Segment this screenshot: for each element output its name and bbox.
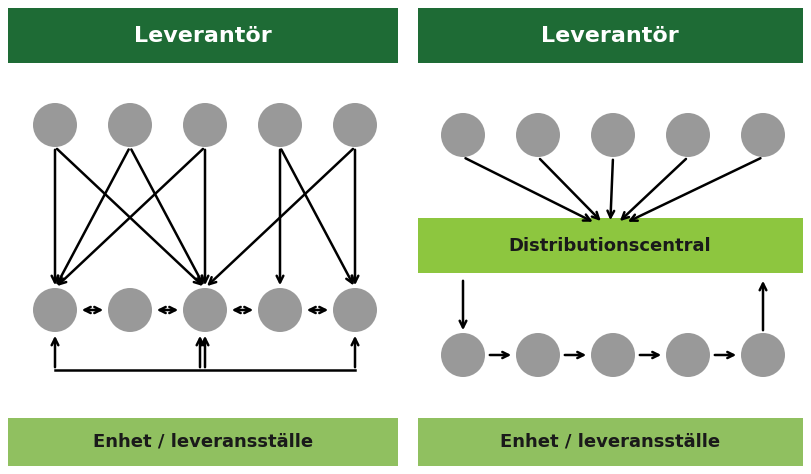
Ellipse shape	[516, 333, 560, 377]
Ellipse shape	[333, 288, 377, 332]
Ellipse shape	[666, 333, 710, 377]
FancyBboxPatch shape	[418, 418, 803, 466]
Text: Enhet / leveransställe: Enhet / leveransställe	[93, 433, 313, 451]
Ellipse shape	[333, 103, 377, 147]
Ellipse shape	[183, 288, 227, 332]
Ellipse shape	[741, 333, 785, 377]
Ellipse shape	[441, 113, 485, 157]
Text: Enhet / leveransställe: Enhet / leveransställe	[500, 433, 720, 451]
FancyBboxPatch shape	[418, 218, 803, 273]
Ellipse shape	[258, 288, 302, 332]
Ellipse shape	[591, 113, 635, 157]
Ellipse shape	[441, 333, 485, 377]
Ellipse shape	[183, 103, 227, 147]
Ellipse shape	[33, 288, 77, 332]
Text: Leverantör: Leverantör	[541, 26, 679, 46]
Ellipse shape	[258, 103, 302, 147]
FancyBboxPatch shape	[8, 418, 398, 466]
Ellipse shape	[108, 288, 152, 332]
FancyBboxPatch shape	[8, 8, 398, 63]
Ellipse shape	[591, 333, 635, 377]
Ellipse shape	[666, 113, 710, 157]
Ellipse shape	[33, 103, 77, 147]
Text: Leverantör: Leverantör	[134, 26, 272, 46]
Ellipse shape	[108, 103, 152, 147]
Text: Distributionscentral: Distributionscentral	[508, 237, 711, 255]
Ellipse shape	[516, 113, 560, 157]
FancyBboxPatch shape	[418, 8, 803, 63]
Ellipse shape	[741, 113, 785, 157]
